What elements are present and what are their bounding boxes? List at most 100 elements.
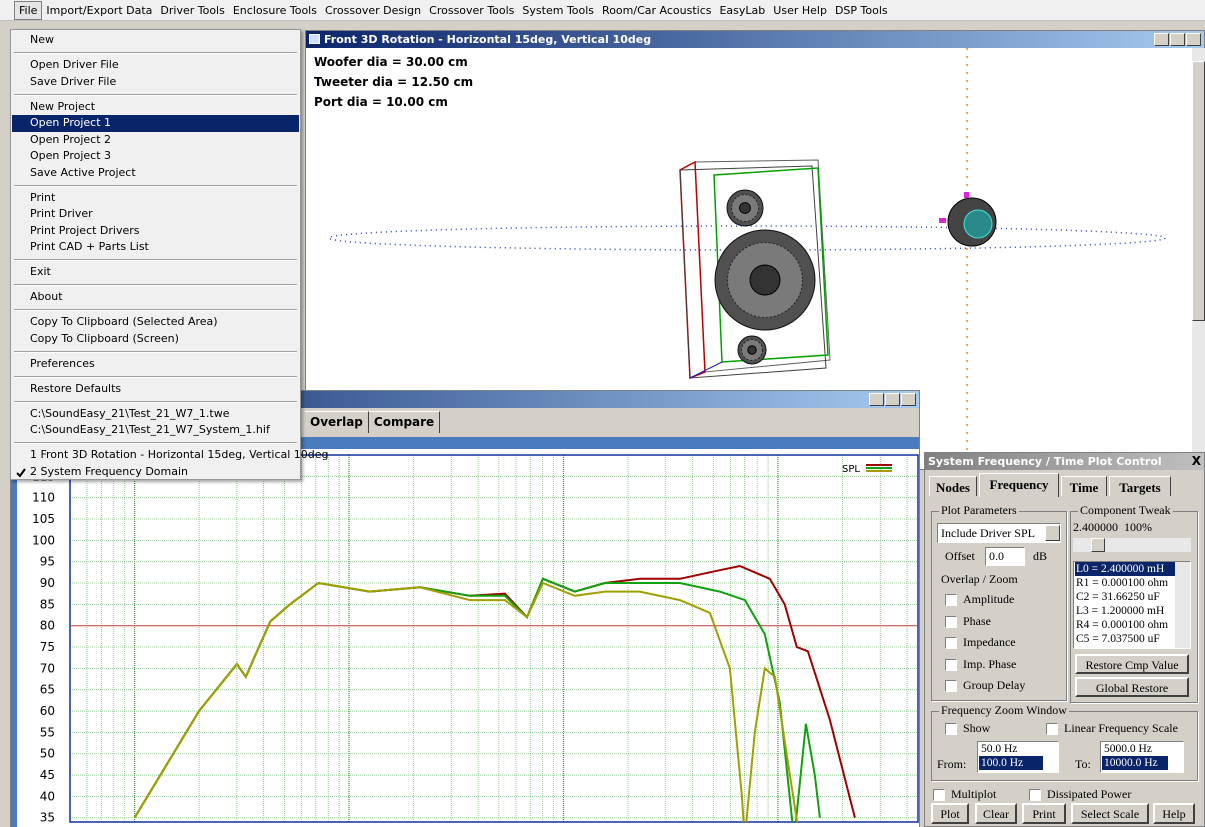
- series-group: [135, 566, 855, 827]
- tab[interactable]: Compare: [369, 411, 440, 433]
- menu-option[interactable]: New: [12, 32, 299, 49]
- menu-option[interactable]: Print Project Drivers: [12, 223, 299, 240]
- y-tick-label: 35: [40, 811, 55, 825]
- panel-tab[interactable]: Nodes: [929, 476, 977, 496]
- app: (() => { const data = JSON.parse(documen…: [0, 0, 1205, 827]
- checkbox[interactable]: [945, 616, 957, 628]
- window-close-button[interactable]: [901, 393, 916, 406]
- checkbox[interactable]: [1046, 723, 1058, 735]
- menu-option[interactable]: Save Driver File: [12, 74, 299, 91]
- checkbox-label: Dissipated Power: [1047, 787, 1131, 802]
- checkbox[interactable]: [1029, 789, 1041, 801]
- menu-option[interactable]: Preferences: [12, 356, 299, 373]
- menu-item[interactable]: Enclosure Tools: [229, 2, 321, 19]
- menu-item[interactable]: Import/Export Data: [42, 2, 156, 19]
- chart: 35404550556065707580859095100105110115SP…: [10, 436, 920, 827]
- to-item[interactable]: 10000.0 Hz: [1102, 756, 1168, 770]
- tab[interactable]: Overlap: [305, 411, 369, 433]
- menu-option[interactable]: Open Project 2: [12, 132, 299, 149]
- list-item[interactable]: R4 = 0.000100 ohm: [1075, 618, 1175, 632]
- from-item[interactable]: 100.0 Hz: [979, 756, 1043, 770]
- checkbox[interactable]: [945, 659, 957, 671]
- menu-option[interactable]: Open Project 3: [12, 148, 299, 165]
- menu-option[interactable]: Restore Defaults: [12, 381, 299, 398]
- panel-close[interactable]: X: [1192, 454, 1201, 468]
- driver-dome: [740, 203, 751, 214]
- list-item[interactable]: L3 = 1.200000 mH: [1075, 604, 1175, 618]
- panel-tab[interactable]: Frequency: [979, 473, 1059, 497]
- checkmark: [16, 468, 26, 478]
- window-min-button[interactable]: [869, 393, 884, 406]
- checkmark-path: [17, 469, 25, 476]
- slider-thumb[interactable]: [1091, 538, 1105, 552]
- menu-option[interactable]: Exit: [12, 264, 299, 281]
- button[interactable]: Help: [1153, 803, 1195, 824]
- window-max-button[interactable]: [885, 393, 900, 406]
- checkbox[interactable]: [945, 637, 957, 649]
- menu-separator: [14, 309, 297, 311]
- from-item[interactable]: 50.0 Hz: [979, 742, 1043, 756]
- list-item[interactable]: L0 = 2.400000 mH: [1075, 562, 1175, 576]
- tweak-readout: 2.400000 100%: [1073, 520, 1152, 535]
- menu-item[interactable]: File: [14, 1, 42, 20]
- menu-item[interactable]: DSP Tools: [831, 2, 892, 19]
- y-tick-label: 50: [40, 747, 55, 761]
- panel-tab[interactable]: Targets: [1109, 476, 1171, 496]
- checkbox[interactable]: [933, 789, 945, 801]
- marker: [939, 218, 946, 223]
- checkbox-label: Amplitude: [963, 592, 1014, 607]
- window-close-button[interactable]: [1186, 33, 1201, 46]
- list-item[interactable]: R1 = 0.000100 ohm: [1075, 576, 1175, 590]
- dropdown-arrow[interactable]: [1045, 525, 1060, 541]
- to-item[interactable]: 5000.0 Hz: [1102, 742, 1168, 756]
- button[interactable]: Global Restore: [1075, 677, 1189, 697]
- menu-option[interactable]: About: [12, 289, 299, 306]
- group-title: Frequency Zoom Window: [939, 703, 1069, 718]
- y-tick-label: 90: [40, 576, 55, 590]
- menu-item[interactable]: Crossover Design: [321, 2, 425, 19]
- spl-curve: [135, 583, 800, 827]
- list-item[interactable]: C2 = 31.66250 uF: [1075, 590, 1175, 604]
- button[interactable]: Restore Cmp Value: [1075, 654, 1189, 674]
- menu-option[interactable]: Print: [12, 190, 299, 207]
- panel-title: System Frequency / Time Plot Control: [928, 455, 1162, 468]
- menu-option[interactable]: Open Project 1: [12, 115, 299, 132]
- window-min-button[interactable]: [1154, 33, 1169, 46]
- menu-option[interactable]: 1 Front 3D Rotation - Horizontal 15deg, …: [12, 447, 299, 464]
- dropdown[interactable]: Include Driver SPL: [937, 523, 1061, 543]
- button[interactable]: Select Scale: [1071, 803, 1149, 824]
- button[interactable]: Plot: [931, 803, 969, 824]
- menu-item[interactable]: Crossover Tools: [425, 2, 518, 19]
- list-item[interactable]: C5 = 7.037500 uF: [1075, 632, 1175, 646]
- checkbox[interactable]: [945, 723, 957, 735]
- menu-item[interactable]: System Tools: [518, 2, 598, 19]
- menu-option[interactable]: Open Driver File: [12, 57, 299, 74]
- menu-option[interactable]: Copy To Clipboard (Screen): [12, 331, 299, 348]
- menu-option[interactable]: 2 System Frequency Domain: [12, 464, 299, 481]
- menu-option[interactable]: Print Driver: [12, 206, 299, 223]
- menu-option[interactable]: New Project: [12, 99, 299, 116]
- menu-separator: [14, 401, 297, 403]
- menu-separator: [14, 376, 297, 378]
- button[interactable]: Print: [1022, 803, 1066, 824]
- checkbox[interactable]: [945, 594, 957, 606]
- button[interactable]: Clear: [975, 803, 1017, 824]
- menu-option[interactable]: Copy To Clipboard (Selected Area): [12, 314, 299, 331]
- panel-tab[interactable]: Time: [1061, 476, 1107, 496]
- menu-item[interactable]: Driver Tools: [156, 2, 228, 19]
- checkbox[interactable]: [945, 680, 957, 692]
- checkbox-label: Multiplot: [951, 787, 996, 802]
- offset-input[interactable]: 0.0: [985, 547, 1025, 566]
- menu-option[interactable]: C:\SoundEasy_21\Test_21_W7_System_1.hif: [12, 422, 299, 439]
- window-max-button[interactable]: [1170, 33, 1185, 46]
- menu-item[interactable]: User Help: [769, 2, 831, 19]
- menu-option[interactable]: C:\SoundEasy_21\Test_21_W7_1.twe: [12, 406, 299, 423]
- checkbox-label: Impedance: [963, 635, 1016, 650]
- menu-item[interactable]: Room/Car Acoustics: [598, 2, 715, 19]
- menu-item[interactable]: EasyLab: [715, 2, 769, 19]
- menu-option[interactable]: Print CAD + Parts List: [12, 239, 299, 256]
- y-tick-label: 65: [40, 683, 55, 697]
- menu-option[interactable]: Save Active Project: [12, 165, 299, 182]
- y-tick-label: 95: [40, 555, 55, 569]
- y-tick-label: 85: [40, 597, 55, 611]
